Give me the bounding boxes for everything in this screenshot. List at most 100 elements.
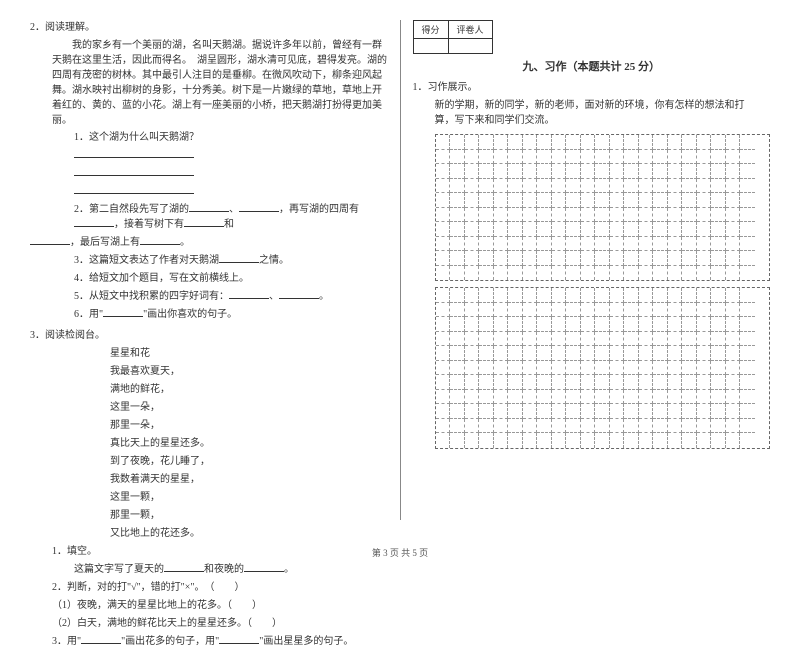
grid-cell bbox=[668, 251, 683, 266]
grid-cell bbox=[450, 317, 465, 332]
grid-cell bbox=[566, 179, 581, 194]
grid-cell bbox=[523, 346, 538, 361]
grid-cell bbox=[566, 193, 581, 208]
grid-cell bbox=[465, 237, 480, 252]
grid-cell bbox=[436, 193, 451, 208]
grid-cell bbox=[508, 222, 523, 237]
q2-sub6: 6．用""画出你喜欢的句子。 bbox=[30, 307, 388, 322]
grid-cell bbox=[436, 346, 451, 361]
grid-cell bbox=[479, 288, 494, 303]
grid-cell bbox=[711, 179, 726, 194]
grid-cell bbox=[450, 208, 465, 223]
grid-cell bbox=[465, 150, 480, 165]
grid-cell bbox=[595, 390, 610, 405]
grid-cell bbox=[682, 179, 697, 194]
grid-cell bbox=[682, 135, 697, 150]
grid-cell bbox=[479, 208, 494, 223]
grid-cell bbox=[450, 346, 465, 361]
grid-cell bbox=[668, 332, 683, 347]
grid-cell bbox=[436, 164, 451, 179]
grid-cell bbox=[740, 237, 755, 252]
grid-cell bbox=[653, 251, 668, 266]
grid-cell bbox=[508, 150, 523, 165]
grid-cell bbox=[624, 346, 639, 361]
grid-cell bbox=[537, 404, 552, 419]
poem-title: 星星和花 bbox=[30, 346, 388, 361]
grid-cell bbox=[450, 222, 465, 237]
grid-cell bbox=[581, 150, 596, 165]
grid-cell bbox=[566, 390, 581, 405]
grid-cell bbox=[465, 222, 480, 237]
grid-cell bbox=[508, 419, 523, 434]
grid-cell bbox=[740, 361, 755, 376]
grid-cell bbox=[523, 150, 538, 165]
grid-cell bbox=[508, 193, 523, 208]
column-divider bbox=[400, 20, 401, 520]
grid-cell bbox=[581, 375, 596, 390]
grid-cell bbox=[479, 361, 494, 376]
grid-cell bbox=[668, 361, 683, 376]
grid-cell bbox=[508, 390, 523, 405]
grid-cell bbox=[726, 193, 741, 208]
grid-cell bbox=[465, 288, 480, 303]
grid-cell bbox=[450, 404, 465, 419]
grid-cell bbox=[610, 208, 625, 223]
grid-cell bbox=[508, 303, 523, 318]
grid-cell bbox=[726, 288, 741, 303]
grid-cell bbox=[450, 303, 465, 318]
grid-cell bbox=[595, 208, 610, 223]
grid-cell bbox=[653, 288, 668, 303]
grid-cell bbox=[697, 135, 712, 150]
grid-cell bbox=[537, 288, 552, 303]
q2-sub2: 2．第二自然段先写了湖的、，再写湖的四周有，接着写树下有和 bbox=[30, 202, 388, 232]
grid-cell bbox=[537, 303, 552, 318]
grid-cell bbox=[697, 404, 712, 419]
poem-line: 那里一颗， bbox=[30, 508, 388, 523]
grid-cell bbox=[697, 317, 712, 332]
grid-cell bbox=[610, 222, 625, 237]
grid-cell bbox=[682, 150, 697, 165]
grid-cell bbox=[653, 346, 668, 361]
grid-cell bbox=[494, 332, 509, 347]
grid-cell bbox=[682, 419, 697, 434]
grid-cell bbox=[726, 251, 741, 266]
grid-cell bbox=[436, 375, 451, 390]
grid-cell bbox=[639, 237, 654, 252]
grid-cell bbox=[595, 404, 610, 419]
grid-cell bbox=[566, 150, 581, 165]
grid-cell bbox=[639, 193, 654, 208]
grid-cell bbox=[552, 332, 567, 347]
grid-cell bbox=[494, 208, 509, 223]
grid-cell bbox=[494, 288, 509, 303]
grid-cell bbox=[668, 135, 683, 150]
grid-cell bbox=[465, 390, 480, 405]
grid-cell bbox=[523, 375, 538, 390]
grid-cell bbox=[595, 164, 610, 179]
grid-cell bbox=[537, 433, 552, 448]
grid-cell bbox=[479, 179, 494, 194]
grid-cell bbox=[494, 375, 509, 390]
grid-cell bbox=[595, 135, 610, 150]
score-table: 得分 评卷人 bbox=[413, 20, 493, 54]
grid-cell bbox=[581, 193, 596, 208]
grid-cell bbox=[508, 346, 523, 361]
writing-grid bbox=[435, 287, 771, 449]
grid-cell bbox=[494, 346, 509, 361]
grid-cell bbox=[537, 317, 552, 332]
grid-cell bbox=[668, 208, 683, 223]
grid-cell bbox=[653, 317, 668, 332]
grid-cell bbox=[581, 390, 596, 405]
grid-cell bbox=[436, 317, 451, 332]
grid-cell bbox=[494, 193, 509, 208]
grid-cell bbox=[552, 303, 567, 318]
grid-cell bbox=[494, 266, 509, 281]
grid-cell bbox=[740, 179, 755, 194]
q2-sub4: 4．给短文加个题目，写在文前横线上。 bbox=[30, 271, 388, 286]
grid-cell bbox=[624, 303, 639, 318]
grid-cell bbox=[595, 193, 610, 208]
grid-cell bbox=[508, 288, 523, 303]
answer-blank bbox=[74, 184, 194, 194]
grid-cell bbox=[508, 266, 523, 281]
grid-cell bbox=[523, 404, 538, 419]
grid-cell bbox=[566, 433, 581, 448]
